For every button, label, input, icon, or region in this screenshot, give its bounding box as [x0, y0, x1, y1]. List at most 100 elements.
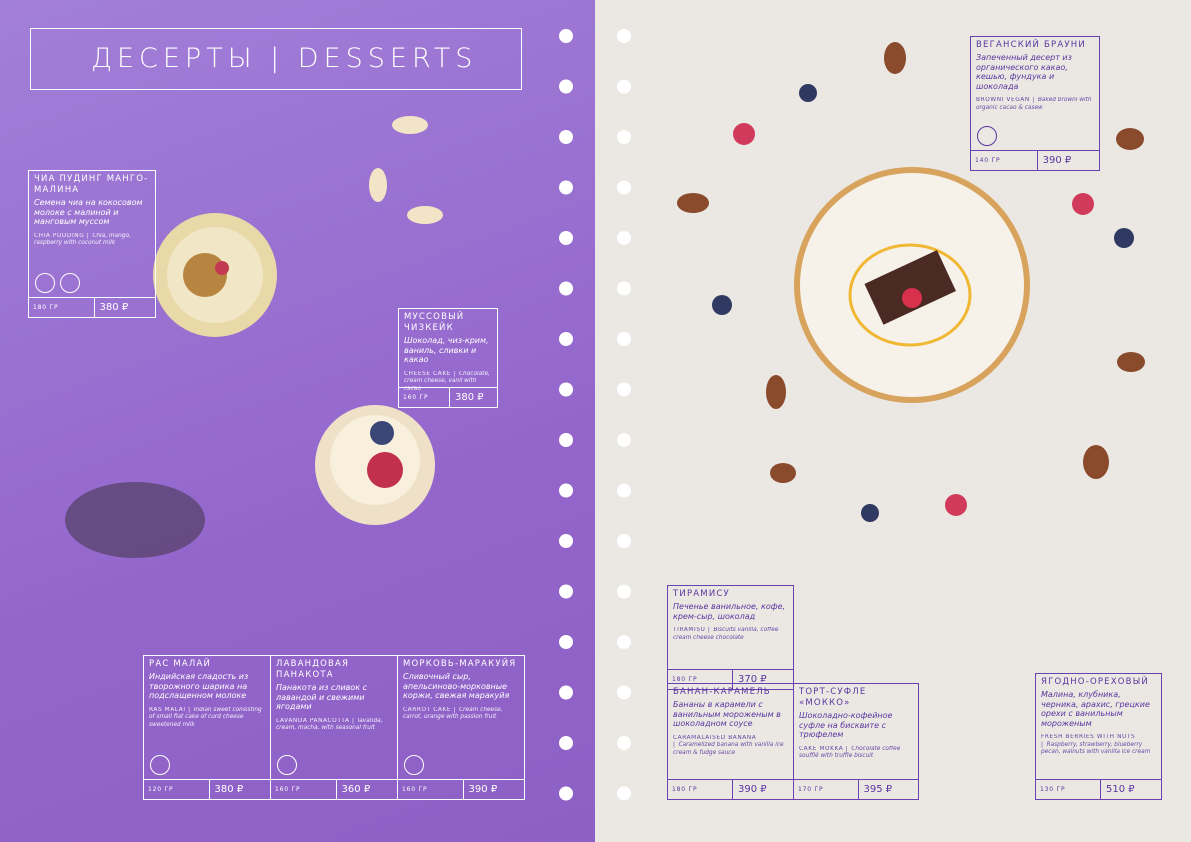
item-price: 390 ₽ [468, 784, 498, 795]
price-bar: 140 ГР 390 ₽ [970, 150, 1100, 171]
binder-hole [559, 534, 573, 548]
binder-hole [559, 685, 573, 700]
item-price: 380 ₽ [455, 392, 484, 403]
item-description-en: Chocolate, cream cheese, vanil with caca… [404, 370, 490, 392]
price-bar: 160 ГР 360 ₽ [270, 779, 398, 800]
chia-seeds [65, 482, 205, 558]
binder-hole [617, 685, 631, 700]
binder-hole [617, 79, 631, 94]
menu-title: ДЕСЕРТЫ | DESSERTS [30, 28, 522, 90]
item-name-en: CHEESE CAKE | [404, 370, 456, 377]
diet-icon [150, 755, 170, 775]
item-weight: 180 ГР [667, 780, 734, 800]
binder-hole [559, 332, 573, 346]
item-description-en: Biscuits vanilla, coffee cream cheese ch… [673, 627, 779, 641]
item-description-en: lavanda, cream, macha, with seasonal fru… [276, 717, 383, 732]
binder-hole [559, 736, 573, 750]
item-weight: 160 ГР [270, 780, 337, 800]
price-bar: 180 ГР 380 ₽ [28, 297, 156, 318]
binder-hole [559, 635, 573, 649]
binder-hole [617, 433, 631, 447]
binder-hole [559, 483, 573, 498]
item-description: Шоколад, чиз-крим, ваниль, сливки и кака… [404, 336, 489, 364]
item-weight: 130 ГР [1035, 780, 1102, 800]
binder-hole [617, 635, 631, 649]
binder-hole [617, 382, 631, 397]
price-bar: 130 ГР 510 ₽ [1035, 779, 1162, 800]
binder-hole [617, 534, 631, 548]
item-name: БАНАН-КАРАМЕЛЬ [673, 687, 771, 697]
price-bar: 160 ГР 390 ₽ [397, 779, 525, 800]
diet-icons [150, 755, 170, 775]
item-description: Панакота из сливок с лавандой и свежими … [276, 683, 367, 711]
item-english: FRESH BERRIES WITH NUTS | Raspberry, stra… [1041, 734, 1156, 757]
item-english: TIRAMISU | Biscuits vanilla, coffee cream… [673, 627, 788, 642]
diet-icons [35, 273, 80, 293]
item-weight: 160 ГР [398, 388, 450, 408]
item-name: ЯГОДНО-ОРЕХОВЫЙ [1041, 677, 1149, 687]
binder-hole [617, 736, 631, 750]
item-description: Печенье ванильное, кофе, крем-сыр, шокол… [673, 602, 786, 621]
item-description-en: Cream cheese, carrot, orange with passio… [403, 706, 503, 721]
item-price: 395 ₽ [863, 784, 893, 795]
menu-item: ТОРТ-СУФЛЕ «МОККО» Шоколадно-кофейное суф… [793, 683, 919, 800]
item-weight: 140 ГР [970, 151, 1038, 171]
item-english: CARAMALAISED BANANA | Caramelized banana … [673, 735, 788, 758]
item-description-en: Chocolate coffee soufflé with truffle bi… [799, 745, 901, 760]
berries-nuts [677, 42, 1145, 522]
binder-hole [617, 483, 631, 498]
menu-item: МУССОВЫЙ ЧИЗКЕЙК Шоколад, чиз-крим, ванил… [398, 308, 498, 408]
binder-hole [559, 584, 573, 599]
price-bar: 170 ГР 395 ₽ [793, 779, 919, 800]
item-description: Шоколадно-кофейное суфле на бисквите с т… [799, 711, 893, 739]
menu-item: ЛАВАНДОВАЯ ПАНАКОТА Панакота из сливок с … [270, 655, 398, 800]
menu-item: РАС МАЛАЙ Индийская сладость из творожног… [143, 655, 271, 800]
item-name-en: TIRAMISU | [673, 627, 711, 633]
item-english: RAS MALAI | Indian sweet consisting of sm… [149, 707, 265, 730]
item-weight: 170 ГР [793, 780, 859, 800]
item-name: МУССОВЫЙ ЧИЗКЕЙК [404, 312, 465, 333]
item-english: LAVANDA PANACOTTA | lavanda, cream, macha… [276, 718, 392, 733]
menu-item: ЧИА ПУДИНГ МАНГО-МАЛИНА Семена чиа на кок… [28, 170, 156, 318]
binder-hole [559, 281, 573, 296]
binder-hole [617, 281, 631, 296]
binder-hole [559, 382, 573, 397]
binder-hole [559, 231, 573, 245]
item-description-en: Raspberry, strawberry, blueberry pecan, … [1041, 741, 1151, 756]
item-description: Сливочный сыр, апельсиново-морковные кор… [403, 672, 510, 700]
diet-icon [404, 755, 424, 775]
item-price: 380 ₽ [214, 784, 244, 795]
diet-icons [404, 755, 424, 775]
item-description-en: Indian sweet consisting of small flat ca… [149, 706, 262, 728]
item-name: ЧИА ПУДИНГ МАНГО-МАЛИНА [34, 174, 149, 195]
item-description: Индийская сладость из творожного шарика … [149, 672, 249, 700]
cheesecake-jar [315, 405, 435, 525]
item-name: ТОРТ-СУФЛЕ «МОККО» [799, 687, 867, 708]
menu-item: МОРКОВЬ-МАРАКУЙЯ Сливочный сыр, апельсино… [397, 655, 525, 800]
item-price: 370 ₽ [738, 674, 767, 685]
menu-item: БАНАН-КАРАМЕЛЬ Бананы в карамели с ваниль… [667, 683, 794, 800]
item-weight: 160 ГР [397, 780, 464, 800]
price-bar: 160 ГР 380 ₽ [398, 387, 498, 408]
diet-icon [977, 126, 997, 146]
item-description: Запеченный десерт из органического какао… [976, 53, 1072, 91]
item-weight: 120 ГР [143, 780, 210, 800]
item-name: ТИРАМИСУ [673, 589, 730, 599]
binder-hole [617, 786, 631, 801]
left-page [0, 0, 595, 842]
binder-hole [559, 79, 573, 94]
diet-icon [60, 273, 80, 293]
diet-icon [277, 755, 297, 775]
binder-hole [617, 584, 631, 599]
price-bar: 180 ГР 370 ₽ [667, 669, 794, 690]
item-english: CHEESE CAKE | Chocolate, cream cheese, va… [404, 371, 492, 394]
price-bar: 120 ГР 380 ₽ [143, 779, 271, 800]
item-description-en: Caramelized banana with vanilla ice crea… [673, 742, 784, 756]
item-price: 510 ₽ [1106, 784, 1135, 795]
item-name-en: CARROT CAKE | [403, 706, 457, 713]
price-bar: 180 ГР 390 ₽ [667, 779, 794, 800]
item-english: BROWNI VEGAN | Baked browni with organic … [976, 97, 1094, 112]
